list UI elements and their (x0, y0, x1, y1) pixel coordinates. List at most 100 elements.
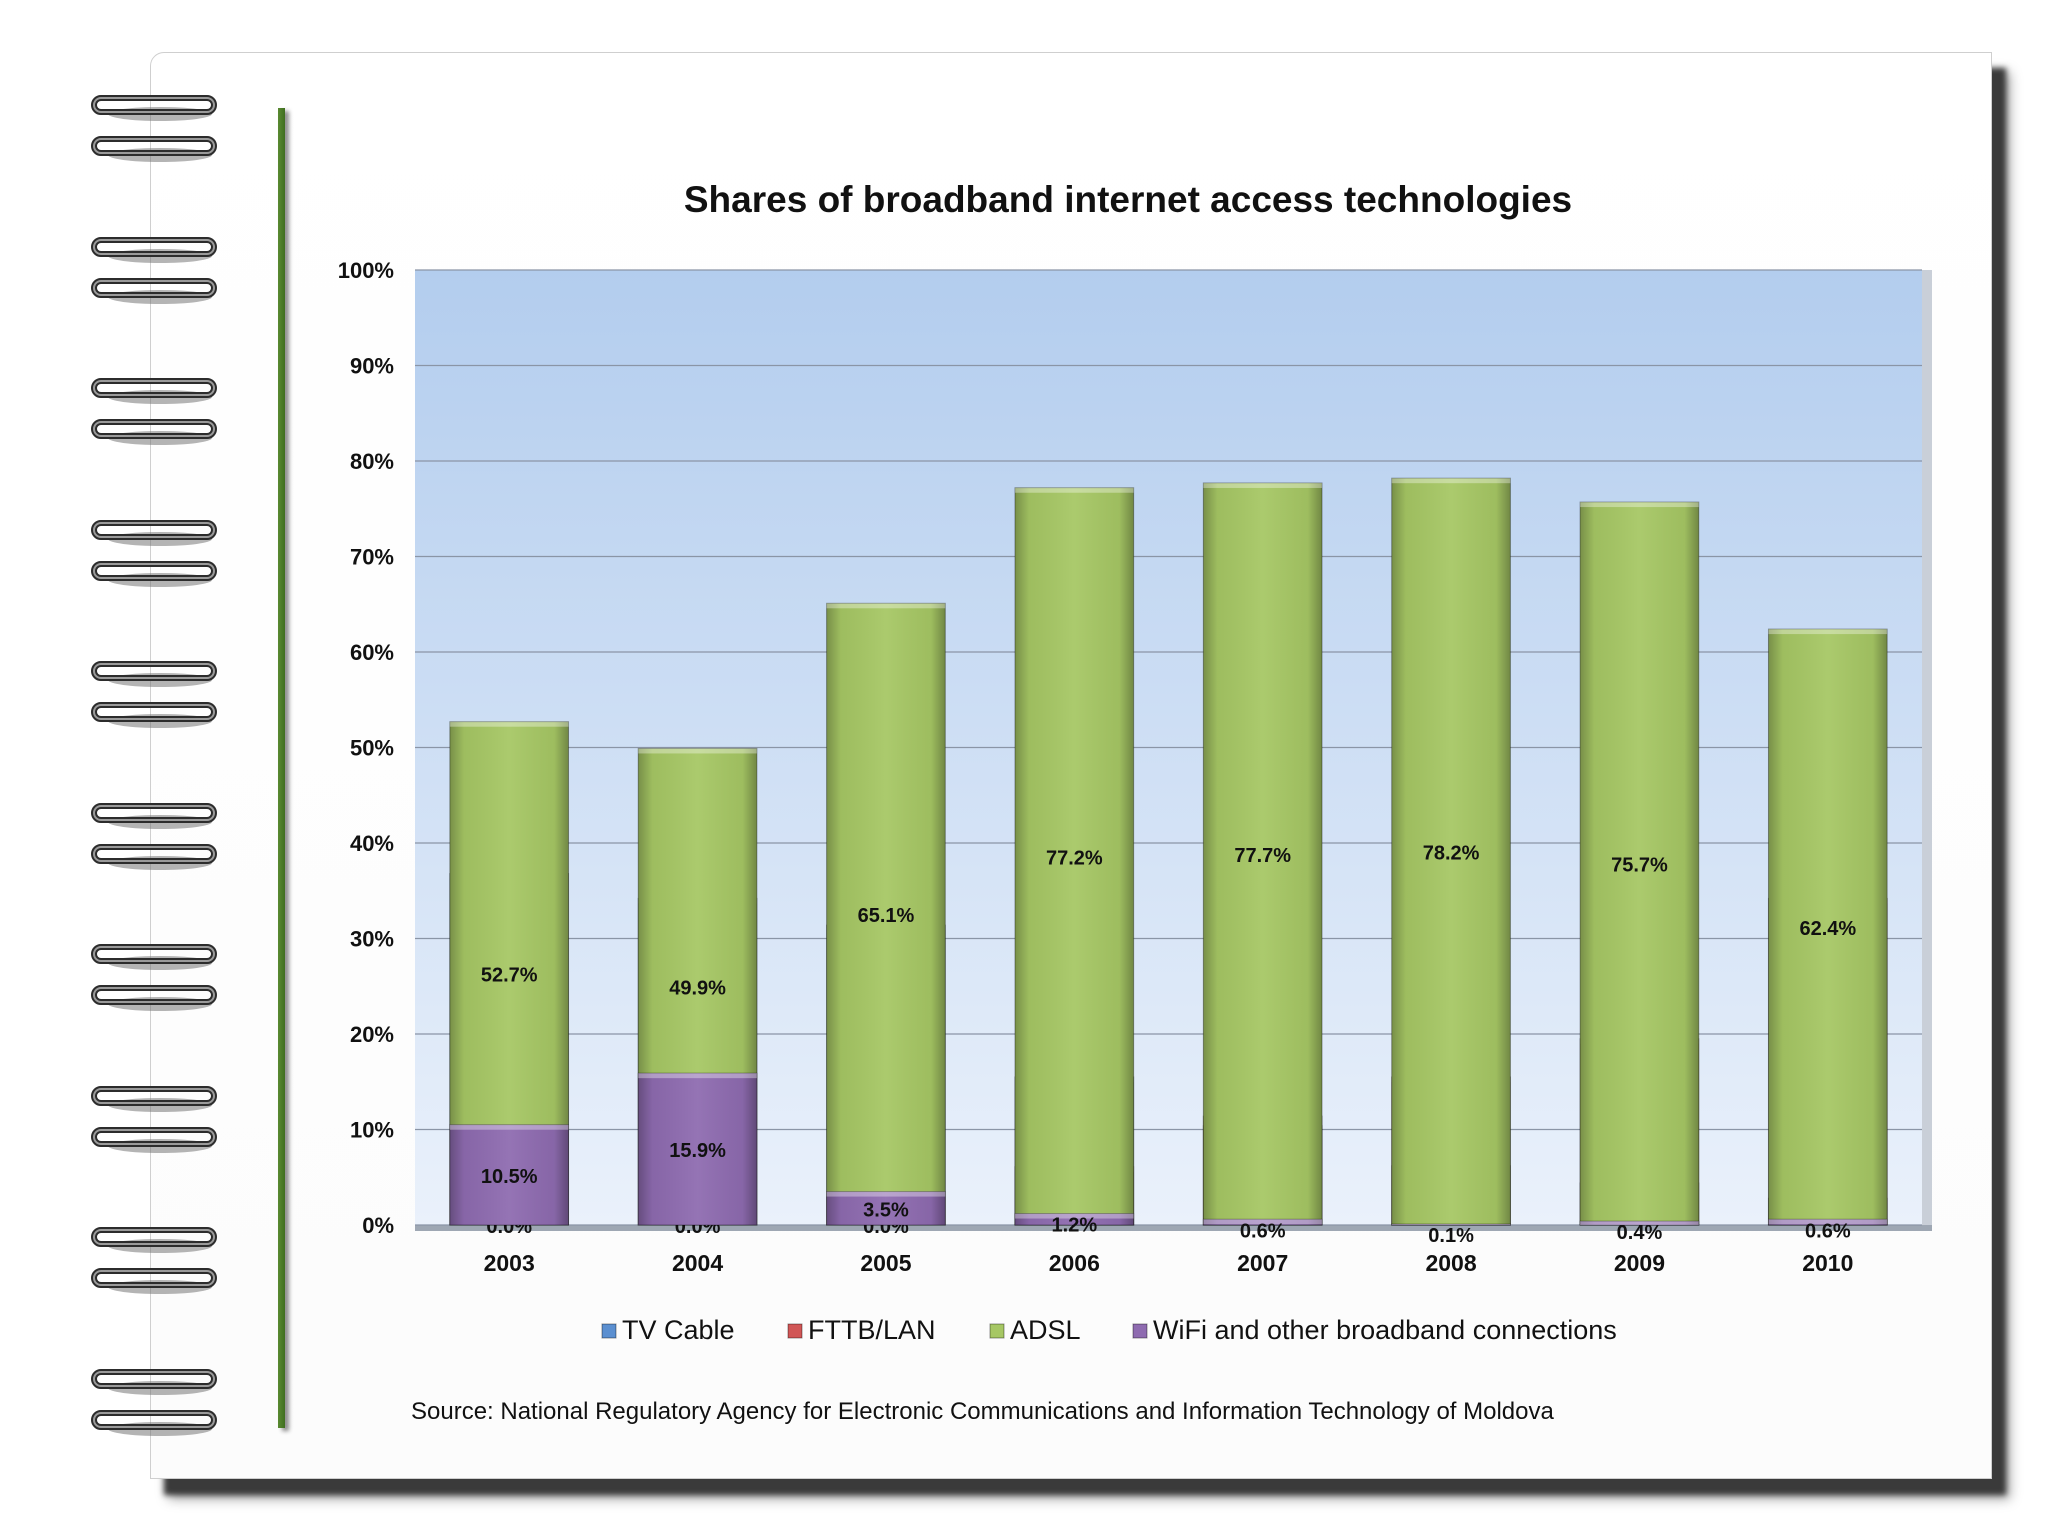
data-label: 15.9% (669, 1140, 726, 1162)
data-label: 77.7% (1234, 845, 1291, 867)
y-tick-label: 60% (350, 640, 394, 665)
bar-segment-shade (1014, 1213, 1134, 1225)
binding-ring (88, 800, 218, 834)
x-tick-label: 2005 (860, 1250, 911, 1276)
binding-ring (88, 1265, 218, 1299)
bar-segment-top-highlight (449, 1124, 569, 1130)
bar-segment-shade (1768, 629, 1888, 1225)
bar-segment-top-highlight (1203, 482, 1323, 488)
source-note: Source: National Regulatory Agency for E… (411, 1398, 1554, 1425)
y-tick-label: 70% (350, 545, 394, 570)
x-tick-label: 2006 (1049, 1250, 1100, 1276)
binding-ring (88, 558, 218, 592)
data-label: 10.5% (481, 1166, 538, 1188)
y-tick-label: 30% (350, 927, 394, 952)
binding-ring (88, 699, 218, 733)
y-tick-label: 10% (350, 1118, 394, 1143)
data-label: 49.9% (669, 978, 726, 1000)
bar-segment-top-highlight (638, 1073, 757, 1079)
binding-ring (88, 416, 218, 450)
legend-label: ADSL (1010, 1315, 1081, 1345)
y-tick-label: 0% (362, 1213, 394, 1238)
binding-ring (88, 841, 218, 875)
bar-segment-shade (1391, 1224, 1511, 1225)
bar-segment-top-highlight (826, 1191, 946, 1197)
bar-segment-top-highlight (1391, 478, 1511, 484)
binding-ring (88, 275, 218, 309)
legend-swatch (601, 1323, 617, 1339)
data-label: 52.7% (481, 964, 538, 986)
bar-segment-shade (1391, 478, 1511, 1225)
binding-ring (88, 982, 218, 1016)
binding-ring (88, 234, 218, 268)
y-tick-label: 80% (350, 449, 394, 474)
legend-label: WiFi and other broadband connections (1153, 1315, 1617, 1345)
binding-ring (88, 92, 218, 126)
data-label: 62.4% (1799, 918, 1856, 940)
plot-area: 0%10%20%30%40%50%60%70%80%90%100%36.8%0.… (338, 258, 1932, 1276)
bar-segment-top-highlight (1580, 502, 1699, 508)
bar-segment-top-highlight (1203, 1219, 1323, 1225)
chart-legend: TV Cable FTTB/LAN ADSL WiFi and other broad… (601, 1315, 1617, 1345)
bar-segment-top-highlight (1768, 629, 1888, 635)
binding-ring (88, 517, 218, 551)
data-label: 0.4% (1617, 1222, 1663, 1244)
data-label: 3.5% (863, 1199, 909, 1221)
binding-ring (88, 941, 218, 975)
bar-segment-top-highlight (638, 748, 757, 754)
bar-segment-top-highlight (1014, 487, 1134, 493)
plot-floor (415, 1225, 1932, 1231)
data-label: 0.6% (1240, 1220, 1286, 1242)
plot-side-wall (1922, 270, 1932, 1231)
bar-segment-shade (1580, 1221, 1699, 1225)
data-label: 77.2% (1046, 847, 1103, 869)
bar-segment-top-highlight (1014, 1213, 1134, 1219)
y-tick-label: 20% (350, 1022, 394, 1047)
data-label: 75.7% (1611, 855, 1668, 877)
bar-segment-shade (1014, 487, 1134, 1225)
bar-segment-shade (1203, 482, 1323, 1226)
bar-segment-top-highlight (1768, 1219, 1888, 1225)
binding-ring (88, 375, 218, 409)
bar-segment-shade (1768, 1219, 1888, 1225)
bar-segment-shade (826, 603, 946, 1225)
x-tick-label: 2007 (1237, 1250, 1288, 1276)
bar-segment-shade (1580, 502, 1699, 1225)
bar-segment-top-highlight (1580, 1221, 1699, 1225)
x-tick-label: 2004 (672, 1250, 723, 1276)
legend-swatch (1132, 1323, 1148, 1339)
bar-segment-shade (449, 1124, 569, 1225)
chart-title: Shares of broadband internet access tech… (684, 179, 1572, 220)
bar-segment-top-highlight (826, 603, 946, 609)
data-label: 78.2% (1423, 843, 1480, 865)
binding-ring (88, 1083, 218, 1117)
bar-segment-shade (1203, 1219, 1323, 1225)
binding-ring (88, 133, 218, 167)
binding-ring (88, 1366, 218, 1400)
data-label: 1.2% (1052, 1215, 1098, 1237)
x-tick-label: 2003 (484, 1250, 535, 1276)
data-label: 65.1% (858, 905, 915, 927)
y-tick-label: 40% (350, 831, 394, 856)
y-tick-label: 100% (338, 258, 394, 283)
legend-label: TV Cable (622, 1315, 735, 1345)
x-tick-label: 2009 (1614, 1250, 1665, 1276)
y-tick-label: 90% (350, 354, 394, 379)
binding-ring (88, 1224, 218, 1258)
bar-segment-shade (826, 1191, 946, 1225)
legend-swatch (989, 1323, 1005, 1339)
data-label: 0.1% (1428, 1225, 1474, 1247)
x-tick-label: 2010 (1802, 1250, 1853, 1276)
binding-ring (88, 1124, 218, 1158)
bar-segment-top-highlight (1391, 1224, 1511, 1225)
binding-ring (88, 658, 218, 692)
bar-segment-top-highlight (449, 721, 569, 727)
notebook-margin-line (278, 108, 285, 1428)
binding-ring (88, 1407, 218, 1441)
legend-swatch (787, 1323, 803, 1339)
legend-label: FTTB/LAN (808, 1315, 936, 1345)
y-tick-label: 50% (350, 736, 394, 761)
x-tick-label: 2008 (1425, 1250, 1476, 1276)
data-label: 0.6% (1805, 1220, 1851, 1242)
